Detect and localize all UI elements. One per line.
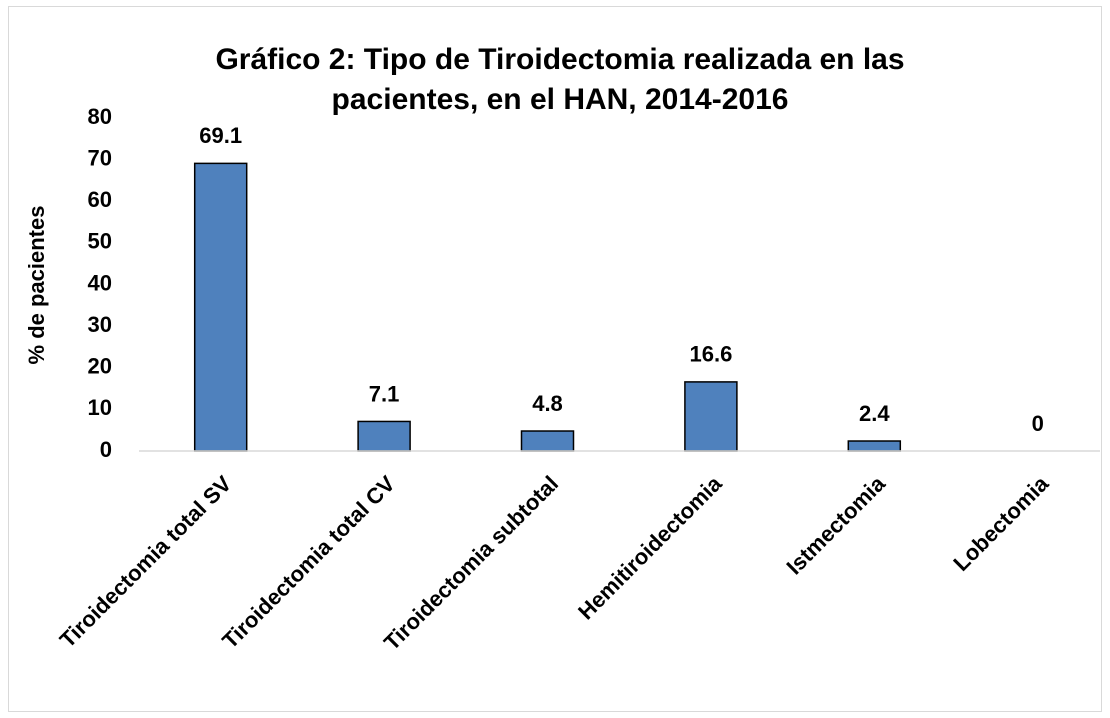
bar xyxy=(847,440,902,452)
y-tick-label: 10 xyxy=(88,395,112,420)
x-tick-label: Tiroidectomia total CV xyxy=(217,471,400,654)
x-tick-label: Lobectomia xyxy=(948,470,1054,576)
x-tick-label: Tiroidectomia total SV xyxy=(55,471,237,653)
x-tick-label: Hemitiroidectomia xyxy=(573,470,727,624)
bar xyxy=(193,162,248,452)
value-label: 4.8 xyxy=(532,391,563,416)
value-label: 16.6 xyxy=(689,342,732,367)
chart-title: Gráfico 2: Tipo de Tiroidectomia realiza… xyxy=(215,43,905,116)
y-tick-label: 80 xyxy=(88,104,112,129)
value-label: 69.1 xyxy=(199,123,242,148)
y-axis-label: % de pacientes xyxy=(24,206,49,365)
y-tick-label: 50 xyxy=(88,229,112,254)
value-label: 7.1 xyxy=(369,381,400,406)
bar xyxy=(357,420,411,452)
y-tick-label: 20 xyxy=(88,354,112,379)
bar xyxy=(520,430,575,452)
value-label: 2.4 xyxy=(859,401,890,426)
bar xyxy=(684,381,738,452)
x-tick-label: Istmectomia xyxy=(781,470,890,579)
y-tick-label: 0 xyxy=(100,437,112,462)
x-tick-label: Tiroidectomia subtotal xyxy=(379,471,563,655)
y-tick-label: 70 xyxy=(88,145,112,170)
value-label: 0 xyxy=(1032,411,1044,436)
y-tick-label: 30 xyxy=(88,312,112,337)
y-tick-label: 60 xyxy=(88,187,112,212)
y-tick-label: 40 xyxy=(88,270,112,295)
chart-frame xyxy=(8,6,1102,712)
